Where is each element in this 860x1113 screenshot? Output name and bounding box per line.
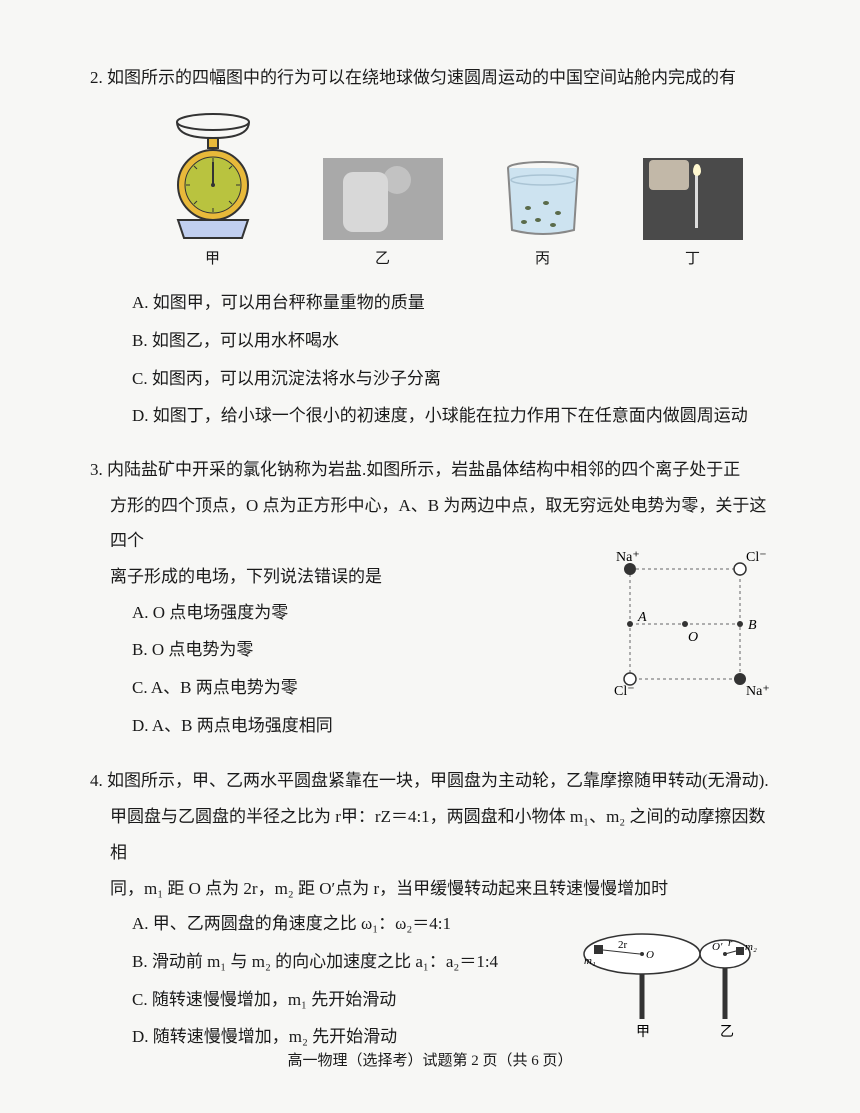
question-3: 3. 内陆盐矿中开采的氯化钠称为岩盐.如图所示，岩盐晶体结构中相邻的四个离子处于… <box>90 452 770 746</box>
q2-opt-c: C. 如图丙，可以用沉淀法将水与沙子分离 <box>132 361 770 397</box>
q2-opt-a: A. 如图甲，可以用台秤称量重物的质量 <box>132 285 770 321</box>
q4-text3: 同，m₁ 距 O 点为 2r，m₂ 距 O′点为 r，当甲缓慢转动起来且转速慢慢… <box>90 871 770 907</box>
q2-fig-a-label: 甲 <box>205 244 220 276</box>
q3-opt-c: C. A、B 两点电势为零 <box>132 670 596 706</box>
q4-opt-a: A. 甲、乙两圆盘的角速度之比 ω₁：ω₂＝4:1 <box>132 906 556 942</box>
q2-fig-c: 丙 <box>498 158 588 276</box>
q3-opt-d: D. A、B 两点电场强度相同 <box>132 708 596 744</box>
q2-fig-b: 乙 <box>323 158 443 276</box>
q2-options: A. 如图甲，可以用台秤称量重物的质量 B. 如图乙，可以用水杯喝水 C. 如图… <box>90 285 770 434</box>
q4-number: 4. <box>90 771 103 790</box>
question-4: 4. 如图所示，甲、乙两水平圆盘紧靠在一块，甲圆盘为主动轮，乙靠摩擦随甲转动(无… <box>90 763 770 1057</box>
q4-jia-label: 甲 <box>636 1025 650 1040</box>
q3-opt-a: A. O 点电场强度为零 <box>132 595 596 631</box>
q3-number: 3. <box>90 460 103 479</box>
q2-opt-b: B. 如图乙，可以用水杯喝水 <box>132 323 770 359</box>
q4-text2: 甲圆盘与乙圆盘的半径之比为 r甲：rZ＝4:1，两圆盘和小物体 m₁、m₂ 之间… <box>90 799 770 870</box>
q4-opt-c: C. 随转速慢慢增加，m₁ 先开始滑动 <box>132 982 556 1018</box>
q2-fig-a: 甲 <box>158 110 268 276</box>
svg-text:2r: 2r <box>618 939 628 951</box>
svg-text:Na⁺: Na⁺ <box>616 550 640 565</box>
q4-diagram: m₁ m₂ 2r r O O′ 甲 乙 <box>570 914 770 1057</box>
svg-text:O: O <box>688 630 698 645</box>
svg-text:m₂: m₂ <box>745 941 757 953</box>
q2-number: 2. <box>90 68 103 87</box>
svg-text:r: r <box>728 937 733 949</box>
page-footer: 高一物理（选择考）试题第 2 页（共 6 页） <box>0 1046 860 1078</box>
q4-text1: 如图所示，甲、乙两水平圆盘紧靠在一块，甲圆盘为主动轮，乙靠摩擦随甲转动(无滑动)… <box>107 771 769 790</box>
q3-text3: 离子形成的电场，下列说法错误的是 <box>90 559 596 595</box>
svg-text:B: B <box>748 618 757 633</box>
svg-text:Cl⁻: Cl⁻ <box>746 550 767 565</box>
svg-text:m₁: m₁ <box>584 955 596 967</box>
q2-fig-c-label: 丙 <box>535 244 550 276</box>
q3-options: A. O 点电场强度为零 B. O 点电势为零 C. A、B 两点电势为零 D.… <box>90 595 596 744</box>
q2-opt-d: D. 如图丁，给小球一个很小的初速度，小球能在拉力作用下在任意面内做圆周运动 <box>132 398 770 434</box>
svg-text:O′: O′ <box>712 941 723 953</box>
q2-fig-d: 丁 <box>643 158 743 276</box>
beaker-icon <box>498 158 588 240</box>
q2-fig-d-label: 丁 <box>685 244 700 276</box>
candle-photo <box>643 158 743 240</box>
drinking-photo <box>323 158 443 240</box>
q3-text1: 内陆盐矿中开采的氯化钠称为岩盐.如图所示，岩盐晶体结构中相邻的四个离子处于正 <box>107 460 740 479</box>
q2-text: 如图所示的四幅图中的行为可以在绕地球做匀速圆周运动的中国空间站舱内完成的有 <box>107 68 736 87</box>
question-2: 2. 如图所示的四幅图中的行为可以在绕地球做匀速圆周运动的中国空间站舱内完成的有 <box>90 60 770 434</box>
q3-diagram: Na⁺ Cl⁻ Cl⁻ Na⁺ A O B <box>610 549 770 722</box>
svg-text:O: O <box>646 949 654 961</box>
scale-icon <box>158 110 268 240</box>
svg-text:Na⁺: Na⁺ <box>746 684 770 699</box>
q4-opt-b: B. 滑动前 m₁ 与 m₂ 的向心加速度之比 a₁：a₂＝1:4 <box>132 944 556 980</box>
q4-yi-label: 乙 <box>720 1024 734 1040</box>
svg-text:Cl⁻: Cl⁻ <box>614 684 635 699</box>
svg-text:A: A <box>637 610 647 625</box>
q2-fig-b-label: 乙 <box>375 244 390 276</box>
q3-opt-b: B. O 点电势为零 <box>132 632 596 668</box>
q2-figures: 甲 乙 丙 丁 <box>130 110 770 276</box>
q4-options: A. 甲、乙两圆盘的角速度之比 ω₁：ω₂＝4:1 B. 滑动前 m₁ 与 m₂… <box>90 906 556 1055</box>
